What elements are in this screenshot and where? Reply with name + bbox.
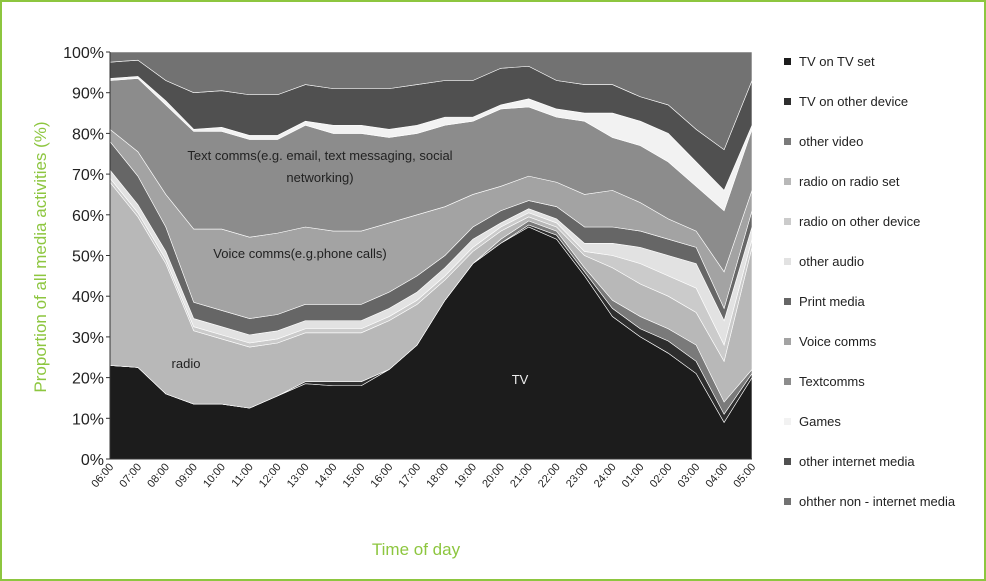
legend-label: radio on other device: [799, 214, 920, 229]
area: [109, 51, 753, 151]
legend-swatch: [784, 178, 791, 185]
x-tick-label: 05:00: [731, 461, 758, 490]
legend-label: Games: [799, 414, 841, 429]
y-tick-label: 30%: [72, 330, 104, 347]
y-tick-label: 0%: [81, 452, 104, 469]
x-tick-label: 07:00: [117, 461, 144, 490]
x-tick-label: 04:00: [703, 461, 730, 490]
x-tick-label: 14:00: [313, 461, 340, 490]
x-tick-label: 09:00: [173, 461, 200, 490]
y-tick-label: 80%: [72, 126, 104, 143]
annotation: TV: [512, 372, 529, 387]
y-tick-label: 100%: [63, 45, 104, 62]
x-tick-label: 20:00: [480, 461, 507, 490]
x-tick-label: 01:00: [620, 461, 647, 490]
x-tick-label: 22:00: [536, 461, 563, 490]
legend-swatch: [784, 378, 791, 385]
x-tick-label: 12:00: [257, 461, 284, 490]
legend-swatch: [784, 138, 791, 145]
legend-label: radio on radio set: [799, 174, 900, 189]
y-tick-label: 20%: [72, 371, 104, 388]
x-tick-label: 08:00: [145, 461, 172, 490]
legend-swatch: [784, 218, 791, 225]
y-tick-label: 10%: [72, 411, 104, 428]
x-tick-label: 24:00: [592, 461, 619, 490]
x-tick-label: 11:00: [229, 461, 255, 489]
legend-swatch: [784, 258, 791, 265]
legend-swatch: [784, 458, 791, 465]
annotation: Voice comms(e.g.phone calls): [213, 246, 386, 261]
x-tick-label: 03:00: [676, 461, 703, 490]
y-tick-label: 70%: [72, 167, 104, 184]
x-tick-label: 13:00: [285, 461, 312, 490]
legend-swatch: [784, 298, 791, 305]
x-tick-label: 02:00: [648, 461, 675, 490]
annotation: radio: [172, 356, 201, 371]
x-tick-label: 19:00: [452, 461, 479, 490]
legend-label: TV on TV set: [799, 54, 875, 69]
legend-swatch: [784, 418, 791, 425]
x-tick-label: 16:00: [369, 461, 396, 490]
legend-label: other audio: [799, 254, 864, 269]
x-tick-label: 23:00: [564, 461, 591, 490]
legend-swatch: [784, 98, 791, 105]
x-tick-label: 21:00: [508, 461, 535, 490]
legend-label: other video: [799, 134, 863, 149]
legend-swatch: [784, 498, 791, 505]
x-tick-label: 18:00: [424, 461, 451, 490]
legend-label: TV on other device: [799, 94, 908, 109]
legend-label: Print media: [799, 294, 866, 309]
annotation: Text comms(e.g. email, text messaging, s…: [187, 148, 452, 163]
legend-label: Textcomms: [799, 374, 865, 389]
x-tick-label: 10:00: [201, 461, 228, 490]
y-tick-label: 60%: [72, 208, 104, 225]
x-axis-label: Time of day: [372, 540, 461, 559]
legend-swatch: [784, 58, 791, 65]
legend-swatch: [784, 338, 791, 345]
x-tick-label: 17:00: [396, 461, 423, 490]
legend-label: ohther non - internet media: [799, 494, 956, 509]
y-tick-label: 40%: [72, 289, 104, 306]
y-tick-label: 90%: [72, 86, 104, 103]
x-tick-label: 15:00: [341, 461, 368, 490]
legend-label: Voice comms: [799, 334, 877, 349]
y-tick-label: 50%: [72, 249, 104, 266]
y-axis-label: Proportion of all media activities (%): [31, 121, 50, 392]
annotation: networking): [286, 170, 353, 185]
legend-label: other internet media: [799, 454, 915, 469]
